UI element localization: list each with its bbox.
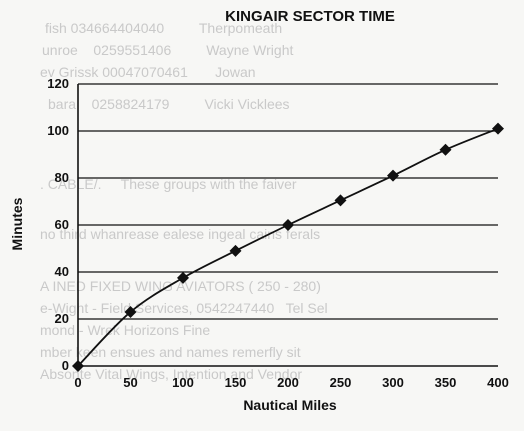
data-point-400 <box>492 122 504 135</box>
y-tick-100: 100 <box>47 123 69 138</box>
x-tick-labels: 0 50 100 150 200 250 300 350 400 <box>74 375 508 390</box>
data-point-350 <box>439 143 452 156</box>
axes <box>77 84 498 367</box>
y-tick-80: 80 <box>55 170 69 185</box>
chart-title: KINGAIR SECTOR TIME <box>225 8 395 25</box>
gridlines <box>78 83 498 320</box>
y-tick-20: 20 <box>55 311 69 326</box>
x-tick-350: 350 <box>435 375 457 390</box>
series-line-0 <box>77 127 499 367</box>
data-point-250 <box>334 194 347 207</box>
x-tick-400: 400 <box>487 375 509 390</box>
x-tick-150: 150 <box>225 375 247 390</box>
x-tick-250: 250 <box>330 375 352 390</box>
y-tick-40: 40 <box>55 264 69 279</box>
y-tick-0: 0 <box>62 358 69 373</box>
x-tick-100: 100 <box>172 375 194 390</box>
x-tick-300: 300 <box>382 375 404 390</box>
y-axis-label: Minutes <box>9 197 25 250</box>
x-tick-50: 50 <box>123 375 137 390</box>
y-tick-60: 60 <box>55 217 69 232</box>
data-series <box>72 122 504 372</box>
data-point-150 <box>229 244 242 257</box>
x-tick-200: 200 <box>277 375 299 390</box>
y-tick-120: 120 <box>47 76 69 91</box>
data-point-100 <box>177 271 189 284</box>
x-axis-label: Nautical Miles <box>243 397 337 413</box>
data-point-200 <box>282 219 294 231</box>
data-point-300 <box>387 169 399 182</box>
data-point-0 <box>72 360 84 372</box>
data-point-50 <box>124 305 137 318</box>
x-tick-0: 0 <box>74 375 81 390</box>
y-tick-labels: 0 20 40 60 80 100 120 <box>47 76 69 373</box>
